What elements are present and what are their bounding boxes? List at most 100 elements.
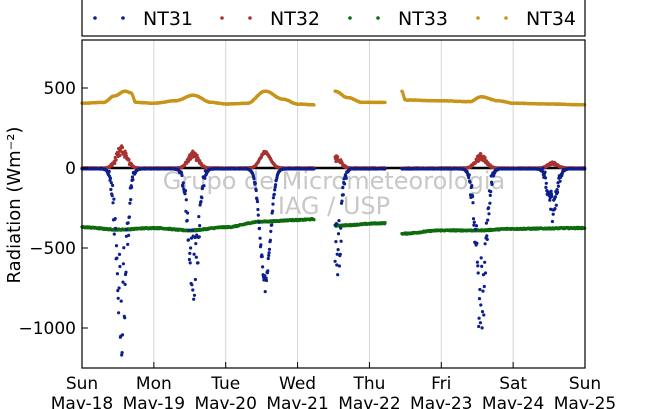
data-point-nt31 [471,217,476,221]
legend-label-nt32: NT32 [270,8,320,30]
data-point-nt31 [255,197,259,201]
data-point-nt31 [480,310,485,314]
data-point-nt31 [196,261,200,265]
x-tick-label-date: Mav-21 [266,394,328,409]
data-point-nt31 [130,175,134,179]
data-point-nt31 [485,237,489,241]
data-point-nt31 [194,242,198,246]
data-point-nt31 [549,189,553,193]
data-point-nt31 [188,261,192,265]
data-point-nt31 [188,251,192,255]
data-point-nt31 [488,193,492,197]
data-point-nt31 [270,223,274,227]
data-point-nt31 [198,203,202,207]
data-point-nt31 [183,189,188,193]
data-point-nt31 [263,274,267,278]
data-point-nt31 [203,176,207,180]
y-tick-label: −1000 [18,319,76,339]
data-point-nt31 [267,247,272,251]
data-point-nt33 [312,218,316,222]
data-point-nt31 [334,240,338,244]
data-point-nt31 [109,187,113,192]
data-point-nt31 [337,264,341,268]
data-point-nt32 [483,156,487,160]
data-point-nt31 [184,198,188,202]
x-tick-label-day: Sat [499,374,527,394]
data-point-nt31 [115,272,119,276]
data-point-nt31 [111,183,115,187]
data-point-nt31 [271,196,275,200]
data-point-nt31 [480,326,484,330]
data-point-nt31 [482,313,486,317]
data-point-nt31 [266,256,270,261]
data-point-nt31 [478,287,482,292]
data-point-nt31 [254,188,258,193]
data-point-nt31 [547,191,551,195]
data-point-nt32 [336,155,340,159]
legend-marker-nt34 [504,16,508,20]
data-point-nt31 [192,293,197,297]
data-point-nt31 [550,194,554,198]
data-point-nt31 [475,260,479,264]
data-point-nt31 [117,311,121,315]
data-point-nt31 [271,202,275,206]
data-point-nt31 [556,184,561,188]
data-point-nt31 [200,196,204,200]
data-point-nt31 [120,353,124,357]
data-point-nt31 [186,211,190,215]
data-point-nt31 [191,288,195,292]
data-point-nt32 [124,154,128,158]
data-point-nt31 [183,192,187,196]
data-point-nt31 [554,203,558,207]
data-point-nt32 [114,158,118,162]
data-point-nt31 [121,262,125,266]
data-point-nt31 [273,185,277,189]
data-point-nt32 [479,152,483,156]
legend-marker-nt32 [220,16,224,20]
data-point-nt31 [198,224,202,228]
x-axis: SunMav-18MonMav-19TueMav-20WedMav-21ThuM… [51,362,616,409]
data-point-nt31 [558,179,562,183]
data-point-nt32 [113,155,117,160]
data-point-nt31 [125,228,129,232]
data-point-nt31 [470,184,474,188]
plot-frame [81,39,586,369]
data-point-nt31 [202,184,206,188]
data-point-nt31 [336,232,341,236]
x-tick-label-day: Sun [569,374,601,394]
y-tick-label: 500 [44,79,76,99]
data-point-nt31 [116,289,120,293]
x-tick-label-day: Mon [136,374,172,394]
series-nt33 [80,217,587,236]
data-point-nt31 [259,243,263,247]
data-point-nt31 [336,273,340,277]
data-point-nt31 [483,242,487,246]
data-point-nt31 [115,256,119,260]
data-point-nt31 [114,226,118,230]
data-point-nt31 [121,280,125,284]
data-point-nt31 [186,238,191,242]
x-tick-label-day: Wed [279,374,316,394]
watermark-line-2: IAG / USP [278,192,390,220]
data-point-nt31 [549,192,554,196]
legend-label-nt31: NT31 [143,8,193,30]
data-point-nt31 [180,173,184,178]
data-point-nt31 [484,221,488,225]
data-point-nt31 [264,276,268,280]
data-point-nt32 [118,153,122,158]
data-point-nt31 [126,221,130,225]
data-point-nt31 [190,228,194,232]
legend-marker-nt31 [121,16,125,20]
data-point-nt31 [471,195,475,199]
data-point-nt31 [127,215,131,219]
data-point-nt31 [116,296,120,300]
data-point-nt31 [486,218,490,222]
data-point-nt31 [126,242,130,246]
data-point-nt31 [258,226,262,230]
data-point-nt31 [335,263,339,267]
data-point-nt31 [341,193,345,197]
data-point-nt31 [468,180,472,184]
data-point-nt31 [128,201,132,205]
data-point-nt31 [274,183,278,187]
data-point-nt32 [195,153,199,157]
